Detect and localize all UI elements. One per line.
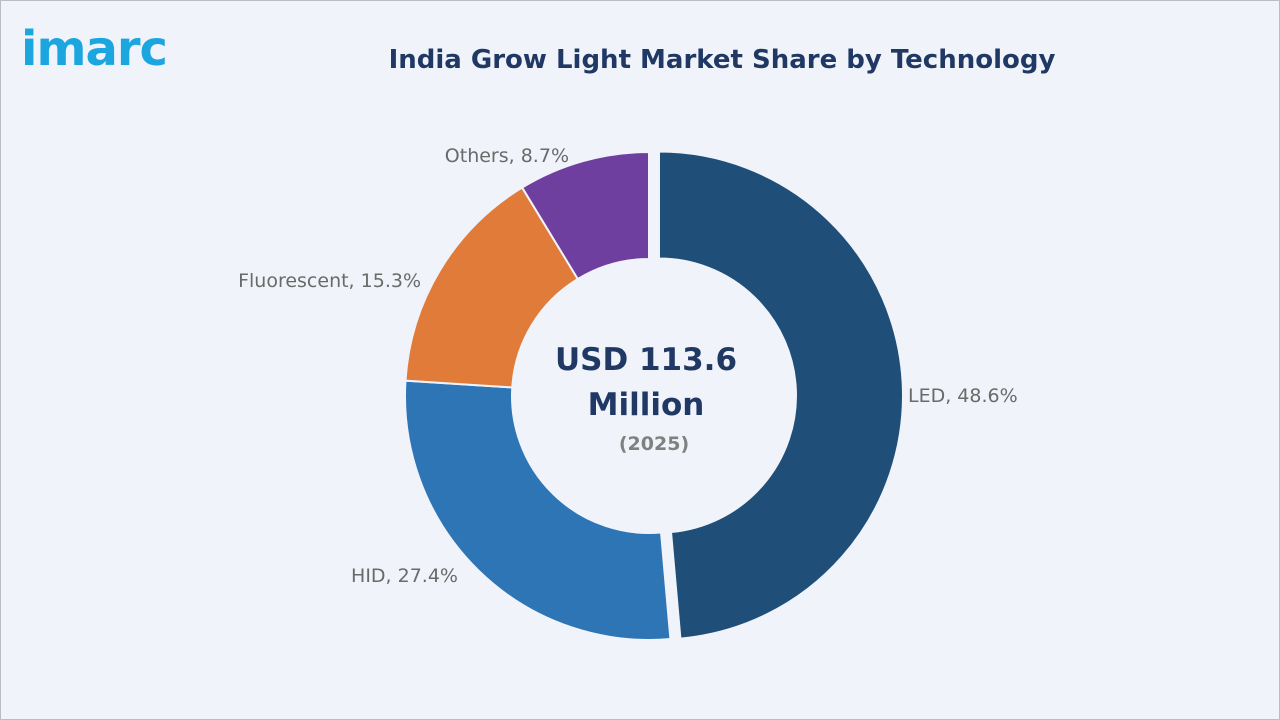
slice-hid bbox=[404, 379, 672, 641]
slice-label-others: Others, 8.7% bbox=[445, 145, 569, 167]
center-value-line2: Million bbox=[588, 387, 705, 423]
slice-led bbox=[657, 150, 904, 640]
slice-others bbox=[520, 150, 650, 281]
donut-slices bbox=[404, 150, 904, 641]
chart-title: India Grow Light Market Share by Technol… bbox=[388, 45, 1056, 75]
center-value-line1: USD 113.6 bbox=[555, 342, 737, 378]
imarc-logo: imarc bbox=[21, 21, 168, 77]
slice-label-led: LED, 48.6% bbox=[908, 385, 1018, 407]
slice-fluorescent bbox=[404, 186, 580, 389]
slice-labels: LED, 48.6% HID, 27.4% Fluorescent, 15.3% Ot… bbox=[238, 145, 1018, 587]
slice-label-hid: HID, 27.4% bbox=[351, 565, 458, 587]
slice-label-fluorescent: Fluorescent, 15.3% bbox=[238, 270, 421, 292]
center-year: (2025) bbox=[619, 433, 689, 455]
